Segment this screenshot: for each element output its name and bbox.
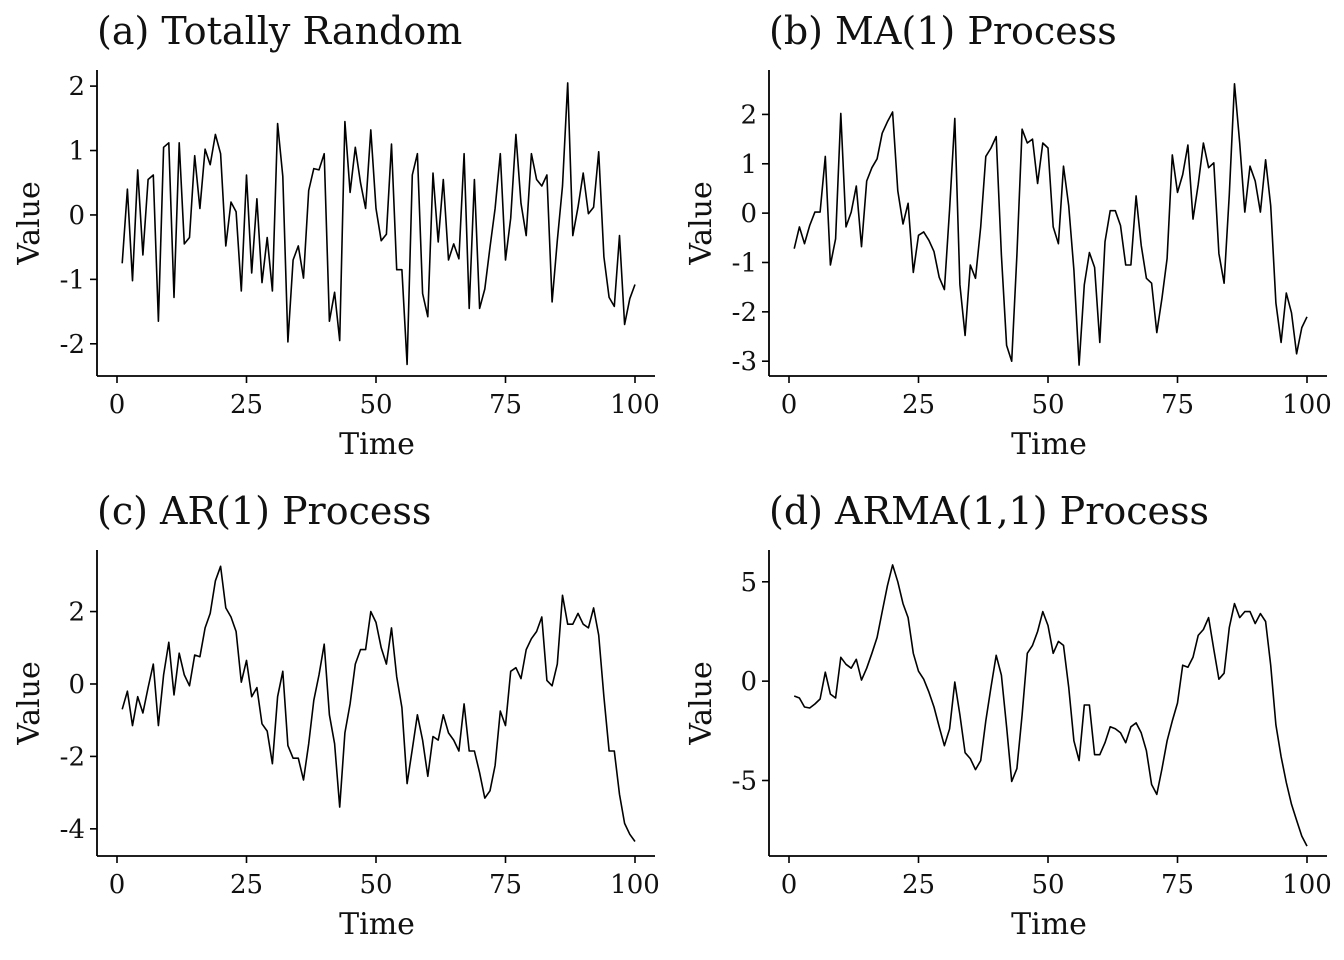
x-axis-title: Time	[1011, 427, 1087, 462]
x-tick-label: 50	[1031, 390, 1064, 420]
series-line-0	[793, 564, 1308, 847]
chart-panel-1: (b) MA(1) Process 0 25 50 75 100 -3 -2 -1 0 1 2 Time…	[684, 9, 1332, 462]
series-line-0	[121, 565, 636, 842]
y-tick-label: -2	[60, 330, 85, 360]
series-line-0	[793, 83, 1308, 366]
y-axis-title: Value	[12, 181, 47, 265]
x-tick-label: 100	[610, 870, 660, 900]
x-axis-title: Time	[339, 427, 415, 462]
y-tick-label: -3	[732, 347, 757, 377]
x-tick-label: 50	[359, 390, 392, 420]
y-tick-label: 0	[740, 199, 757, 229]
x-tick-label: 100	[1282, 390, 1332, 420]
chart-panel-0: (a) Totally Random 0 25 50 75 100 -2 -1 0 1 2 Time V…	[12, 9, 660, 462]
y-tick-label: 2	[740, 100, 757, 130]
y-tick-label: 0	[740, 667, 757, 697]
x-tick-label: 75	[1161, 390, 1194, 420]
y-tick-label: -5	[732, 766, 757, 796]
y-tick-label: 0	[68, 670, 85, 700]
x-tick-label: 0	[781, 390, 798, 420]
chart-title: (b) MA(1) Process	[769, 9, 1117, 53]
y-axis-title: Value	[684, 661, 719, 745]
y-tick-label: -2	[732, 298, 757, 328]
y-tick-label: -4	[60, 815, 85, 845]
x-tick-label: 25	[902, 390, 935, 420]
y-tick-label: -1	[60, 265, 85, 295]
x-axis-title: Time	[1011, 907, 1087, 942]
y-tick-label: -2	[60, 742, 85, 772]
chart-panel-2: (c) AR(1) Process 0 25 50 75 100 -4 -2 0 2 Time Val…	[12, 489, 660, 942]
y-tick-label: 2	[68, 72, 85, 102]
x-tick-label: 100	[610, 390, 660, 420]
chart-title: (d) ARMA(1,1) Process	[769, 489, 1209, 533]
y-tick-label: -1	[732, 248, 757, 278]
x-tick-label: 25	[902, 870, 935, 900]
x-tick-label: 0	[109, 390, 126, 420]
x-tick-label: 50	[359, 870, 392, 900]
y-tick-label: 1	[740, 150, 757, 180]
x-tick-label: 100	[1282, 870, 1332, 900]
x-axis-title: Time	[339, 907, 415, 942]
chart-title: (c) AR(1) Process	[97, 489, 431, 533]
y-axis-title: Value	[12, 661, 47, 745]
y-tick-label: 2	[68, 598, 85, 628]
x-tick-label: 50	[1031, 870, 1064, 900]
y-tick-label: 5	[740, 568, 757, 598]
x-tick-label: 25	[230, 870, 263, 900]
y-axis-title: Value	[684, 181, 719, 265]
x-tick-label: 0	[781, 870, 798, 900]
series-line-0	[121, 82, 636, 366]
x-tick-label: 25	[230, 390, 263, 420]
x-tick-label: 75	[1161, 870, 1194, 900]
x-tick-label: 75	[489, 390, 522, 420]
chart-panel-3: (d) ARMA(1,1) Process 0 25 50 75 100 -5 0 5 Time V…	[684, 489, 1332, 942]
y-tick-label: 1	[68, 137, 85, 167]
y-tick-label: 0	[68, 201, 85, 231]
chart-title: (a) Totally Random	[97, 9, 462, 53]
x-tick-label: 75	[489, 870, 522, 900]
x-tick-label: 0	[109, 870, 126, 900]
